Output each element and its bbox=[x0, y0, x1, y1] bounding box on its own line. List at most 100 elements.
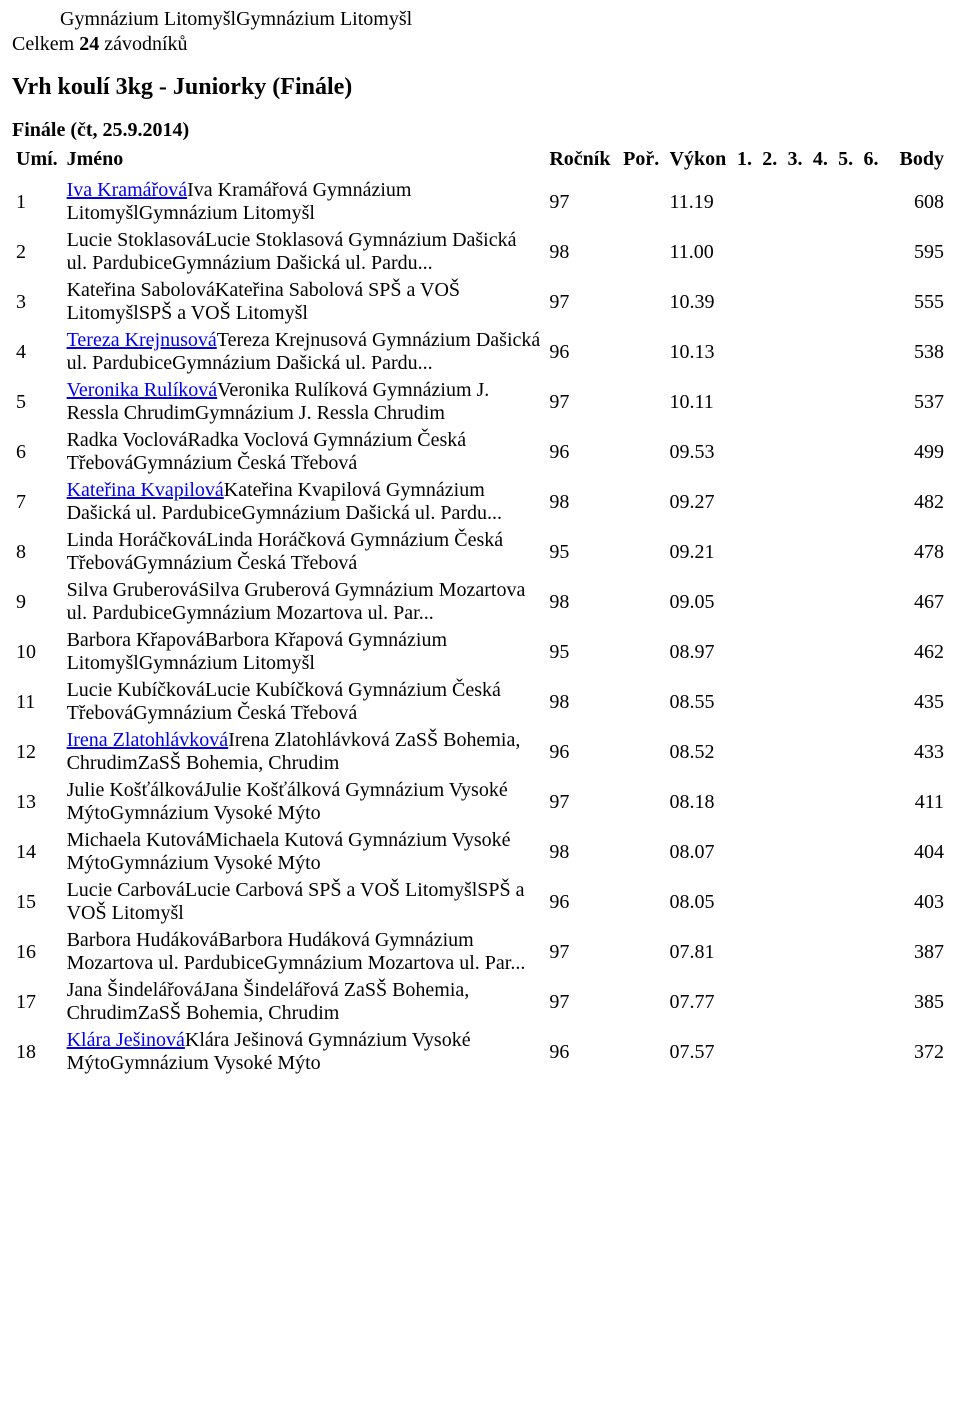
cell-attempt-2 bbox=[758, 627, 783, 677]
cell-body: 555 bbox=[885, 277, 948, 327]
athlete-rest: Barbora HudákováBarbora Hudáková Gymnázi… bbox=[67, 929, 526, 974]
cell-body: 404 bbox=[885, 827, 948, 877]
cell-attempt-5 bbox=[834, 677, 859, 727]
cell-perf: 07.57 bbox=[666, 1027, 733, 1077]
cell-perf: 08.55 bbox=[666, 677, 733, 727]
cell-attempt-2 bbox=[758, 927, 783, 977]
cell-name: Silva GruberováSilva Gruberová Gymnázium… bbox=[63, 577, 546, 627]
cell-perf: 09.27 bbox=[666, 477, 733, 527]
summary-post: závodníků bbox=[99, 33, 187, 55]
cell-attempt-4 bbox=[809, 327, 834, 377]
cell-body: 478 bbox=[885, 527, 948, 577]
cell-por bbox=[619, 677, 665, 727]
th-perf: Výkon bbox=[666, 146, 733, 177]
cell-attempt-1 bbox=[733, 327, 758, 377]
cell-perf: 08.18 bbox=[666, 777, 733, 827]
cell-attempt-6 bbox=[859, 627, 884, 677]
athlete-rest: Julie KošťálkováJulie Košťálková Gymnázi… bbox=[67, 779, 508, 824]
round-line: Finále (čt, 25.9.2014) bbox=[12, 119, 948, 142]
cell-attempt-6 bbox=[859, 327, 884, 377]
cell-attempt-6 bbox=[859, 277, 884, 327]
cell-place: 5 bbox=[12, 377, 63, 427]
cell-place: 16 bbox=[12, 927, 63, 977]
cell-body: 538 bbox=[885, 327, 948, 377]
cell-perf: 07.81 bbox=[666, 927, 733, 977]
cell-attempt-4 bbox=[809, 277, 834, 327]
cell-por bbox=[619, 877, 665, 927]
cell-por bbox=[619, 1027, 665, 1077]
cell-body: 385 bbox=[885, 977, 948, 1027]
cell-attempt-5 bbox=[834, 477, 859, 527]
athlete-link[interactable]: Iva Kramářová bbox=[67, 179, 188, 201]
cell-place: 10 bbox=[12, 627, 63, 677]
cell-attempt-4 bbox=[809, 527, 834, 577]
athlete-rest: Kateřina SabolováKateřina Sabolová SPŠ a… bbox=[67, 279, 460, 324]
cell-attempt-1 bbox=[733, 227, 758, 277]
cell-name: Barbora HudákováBarbora Hudáková Gymnázi… bbox=[63, 927, 546, 977]
cell-attempt-3 bbox=[784, 477, 809, 527]
athlete-link[interactable]: Klára Ješinová bbox=[67, 1029, 185, 1051]
cell-place: 2 bbox=[12, 227, 63, 277]
cell-attempt-5 bbox=[834, 727, 859, 777]
cell-year: 98 bbox=[545, 227, 619, 277]
cell-place: 18 bbox=[12, 1027, 63, 1077]
cell-perf: 08.07 bbox=[666, 827, 733, 877]
cell-attempt-5 bbox=[834, 227, 859, 277]
cell-place: 13 bbox=[12, 777, 63, 827]
cell-place: 6 bbox=[12, 427, 63, 477]
cell-name: Iva KramářováIva Kramářová Gymnázium Lit… bbox=[63, 177, 546, 227]
cell-year: 97 bbox=[545, 927, 619, 977]
cell-attempt-2 bbox=[758, 827, 783, 877]
cell-attempt-3 bbox=[784, 927, 809, 977]
cell-place: 11 bbox=[12, 677, 63, 727]
cell-por bbox=[619, 377, 665, 427]
cell-attempt-6 bbox=[859, 527, 884, 577]
cell-por bbox=[619, 277, 665, 327]
cell-attempt-4 bbox=[809, 777, 834, 827]
cell-attempt-2 bbox=[758, 477, 783, 527]
cell-attempt-5 bbox=[834, 577, 859, 627]
cell-name: Jana ŠindelářováJana Šindelářová ZaSŠ Bo… bbox=[63, 977, 546, 1027]
cell-place: 15 bbox=[12, 877, 63, 927]
athlete-link[interactable]: Kateřina Kvapilová bbox=[67, 479, 224, 501]
cell-year: 98 bbox=[545, 577, 619, 627]
athlete-link[interactable]: Tereza Krejnusová bbox=[67, 329, 217, 351]
cell-attempt-3 bbox=[784, 327, 809, 377]
cell-attempt-1 bbox=[733, 577, 758, 627]
cell-name: Lucie StoklasováLucie Stoklasová Gymnázi… bbox=[63, 227, 546, 277]
summary-count: 24 bbox=[79, 33, 99, 55]
cell-body: 411 bbox=[885, 777, 948, 827]
cell-attempt-1 bbox=[733, 477, 758, 527]
athlete-link[interactable]: Irena Zlatohlávková bbox=[67, 729, 229, 751]
cell-year: 96 bbox=[545, 877, 619, 927]
table-row: 5Veronika RulíkováVeronika Rulíková Gymn… bbox=[12, 377, 948, 427]
cell-body: 435 bbox=[885, 677, 948, 727]
th-c2: 2. bbox=[758, 146, 783, 177]
cell-attempt-5 bbox=[834, 277, 859, 327]
table-row: 18Klára JešinováKlára Ješinová Gymnázium… bbox=[12, 1027, 948, 1077]
athlete-rest: Linda HoráčkováLinda Horáčková Gymnázium… bbox=[67, 529, 504, 574]
cell-name: Kateřina SabolováKateřina Sabolová SPŠ a… bbox=[63, 277, 546, 327]
cell-por bbox=[619, 727, 665, 777]
table-row: 14Michaela KutováMichaela Kutová Gymnázi… bbox=[12, 827, 948, 877]
results-table: Umí. Jméno Ročník Poř. Výkon 1. 2. 3. 4.… bbox=[12, 146, 948, 1077]
cell-attempt-5 bbox=[834, 427, 859, 477]
athlete-link[interactable]: Veronika Rulíková bbox=[67, 379, 218, 401]
cell-attempt-4 bbox=[809, 427, 834, 477]
cell-attempt-3 bbox=[784, 527, 809, 577]
cell-attempt-5 bbox=[834, 377, 859, 427]
cell-attempt-4 bbox=[809, 877, 834, 927]
cell-attempt-1 bbox=[733, 627, 758, 677]
cell-attempt-3 bbox=[784, 977, 809, 1027]
cell-place: 12 bbox=[12, 727, 63, 777]
cell-attempt-1 bbox=[733, 427, 758, 477]
cell-body: 595 bbox=[885, 227, 948, 277]
cell-attempt-6 bbox=[859, 677, 884, 727]
cell-name: Irena ZlatohlávkováIrena Zlatohlávková Z… bbox=[63, 727, 546, 777]
cell-attempt-2 bbox=[758, 277, 783, 327]
cell-year: 97 bbox=[545, 777, 619, 827]
cell-attempt-4 bbox=[809, 977, 834, 1027]
table-row: 11Lucie KubíčkováLucie Kubíčková Gymnázi… bbox=[12, 677, 948, 727]
cell-por bbox=[619, 327, 665, 377]
cell-attempt-1 bbox=[733, 277, 758, 327]
